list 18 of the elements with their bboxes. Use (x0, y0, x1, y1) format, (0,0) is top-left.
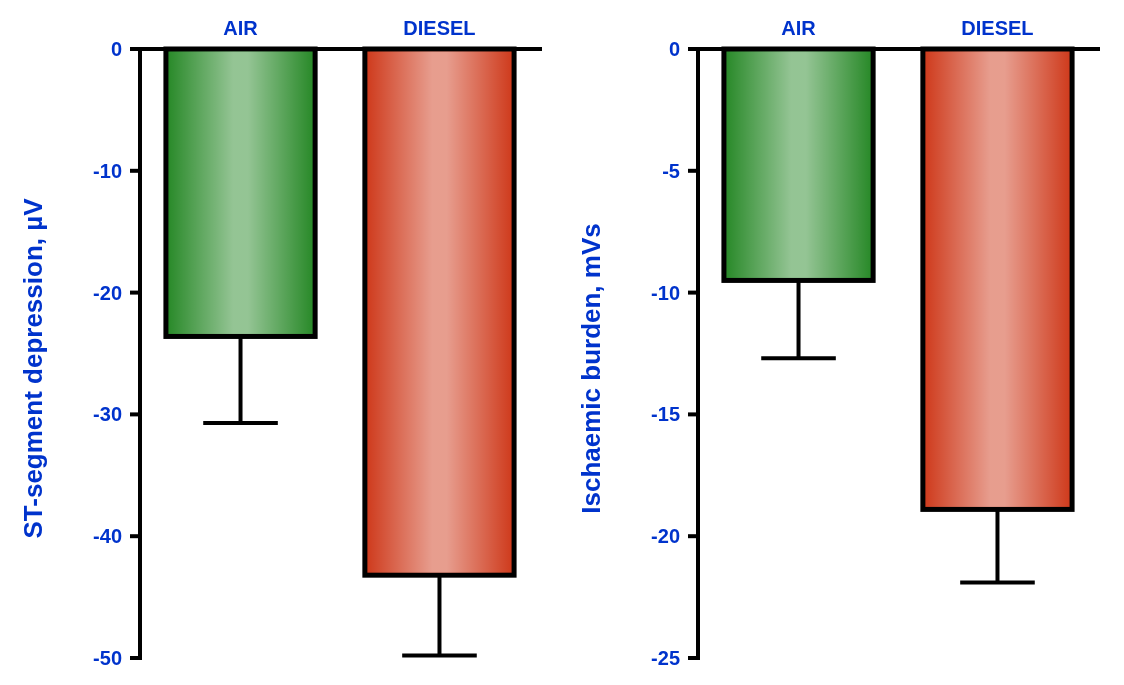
x-tick-label: AIR (223, 17, 259, 39)
y-tick-label: -50 (93, 647, 122, 669)
y-tick-label: 0 (668, 38, 680, 60)
y-tick-label: -20 (93, 281, 122, 304)
x-tick-label: DIESEL (403, 17, 476, 39)
y-axis-title: ST-segment depression, µV (18, 197, 48, 539)
y-tick-label: -25 (651, 647, 680, 669)
y-axis-title: Ischaemic burden, mVs (576, 223, 606, 514)
x-tick-label: DIESEL (961, 17, 1034, 39)
y-tick-label: -10 (651, 281, 680, 304)
y-tick-label: -10 (93, 159, 122, 182)
x-tick-label: AIR (781, 17, 817, 39)
y-tick-label: -15 (651, 403, 680, 426)
y-tick-label: -40 (93, 525, 122, 548)
y-tick-label: -20 (651, 525, 680, 548)
y-tick-label: -5 (662, 159, 680, 182)
y-tick-label: -30 (93, 403, 122, 426)
y-tick-label: 0 (110, 38, 122, 60)
